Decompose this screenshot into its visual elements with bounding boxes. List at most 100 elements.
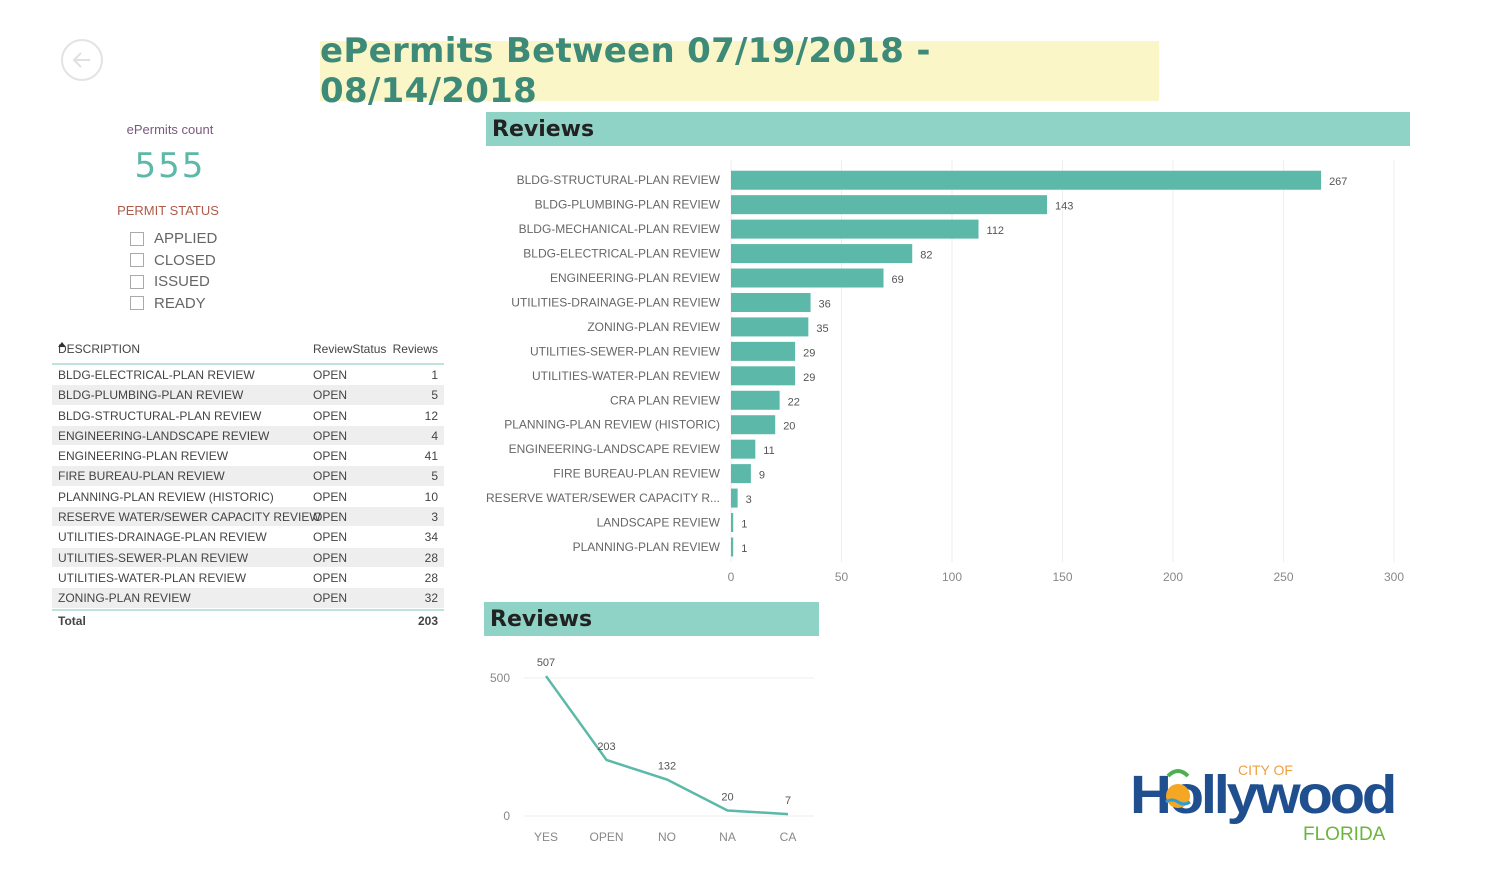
back-button[interactable] [61,39,103,81]
cell-status: OPEN [313,408,348,423]
table-row: UTILITIES-WATER-PLAN REVIEW OPEN 28 [52,568,444,589]
x-tick-label: 50 [835,570,849,584]
cell-description: ZONING-PLAN REVIEW [58,591,191,606]
table-total-row: Total 203 [52,608,444,631]
category-label: BLDG-ELECTRICAL-PLAN REVIEW [523,247,720,261]
slicer-option-closed[interactable]: CLOSED [130,250,217,272]
data-label: 1 [741,543,747,555]
permit-status-title: PERMIT STATUS [117,203,219,218]
bar [731,317,809,337]
kpi-label: ePermits count [126,122,214,137]
sort-ascending-icon [58,342,66,347]
cell-reviews: 4 [431,428,438,443]
table-row: PLANNING-PLAN REVIEW (HISTORIC) OPEN 10 [52,487,444,508]
column-header-review-status[interactable]: ReviewStatus [313,342,387,356]
cell-status: OPEN [313,570,348,585]
slicer-option-issued[interactable]: ISSUED [130,271,217,293]
permit-status-slicer: APPLIED CLOSED ISSUED READY [130,228,217,314]
arrow-left-icon [72,52,90,68]
category-label: BLDG-STRUCTURAL-PLAN REVIEW [517,173,721,187]
data-label: 11 [763,445,774,457]
y-tick-label: 0 [503,809,510,823]
reviews-bar-chart: 0 50 100 150 200 250 300 BLDG-STRUCTURAL-PLAN R… [486,160,1404,584]
bar [731,488,738,508]
data-label: 69 [891,274,903,286]
city-of-hollywood-logo: CITY OF Hollywood FLORIDA [1130,762,1397,845]
cell-reviews: 32 [424,591,438,606]
x-tick-label: CA [780,830,797,844]
cell-reviews: 12 [424,408,438,423]
bar [731,415,776,435]
reviews-line-chart: 0 500 YES 507 OPEN 203 NO 132 NA 20 CA 7 [490,657,814,844]
cell-status: OPEN [313,368,348,382]
x-tick-label: OPEN [589,830,623,844]
bar [731,366,796,386]
slicer-option-label: CLOSED [154,251,216,269]
category-label: RESERVE WATER/SEWER CAPACITY R... [486,491,720,505]
cell-description: UTILITIES-WATER-PLAN REVIEW [58,570,247,585]
column-header-reviews[interactable]: Reviews [392,342,438,356]
bar [731,341,796,361]
slicer-option-ready[interactable]: READY [130,293,217,315]
table-row: ENGINEERING-LANDSCAPE REVIEW OPEN 4 [52,425,444,447]
table-row: BLDG-PLUMBING-PLAN REVIEW OPEN 5 [52,385,444,406]
bar [731,219,979,239]
cell-reviews: 28 [424,570,438,585]
checkbox[interactable] [130,231,144,246]
table-row: BLDG-STRUCTURAL-PLAN REVIEW OPEN 12 [52,406,444,426]
checkbox[interactable] [130,296,144,311]
logo-leaf-icon [1166,769,1190,778]
checkbox[interactable] [130,274,144,289]
data-label: 22 [788,396,800,408]
table-row: ENGINEERING-PLAN REVIEW OPEN 41 [52,446,444,467]
column-header-description[interactable]: DESCRIPTION [58,342,141,356]
cell-description: UTILITIES-SEWER-PLAN REVIEW [58,550,249,565]
cell-status: OPEN [313,591,348,606]
cell-reviews: 10 [424,489,438,504]
cell-status: OPEN [313,469,348,484]
total-label: Total [58,613,86,628]
slicer-option-label: ISSUED [154,273,210,291]
x-tick-label: NA [719,830,736,844]
cell-status: OPEN [313,449,348,464]
data-label: 35 [816,323,828,335]
category-label: UTILITIES-SEWER-PLAN REVIEW [530,344,721,358]
category-label: PLANNING-PLAN REVIEW (HISTORIC) [504,418,720,432]
data-label: 132 [658,761,676,773]
bar-chart-header: Reviews [486,112,1410,146]
line-chart-title: Reviews [490,606,593,632]
category-label: LANDSCAPE REVIEW [597,516,721,530]
category-label: FIRE BUREAU-PLAN REVIEW [553,467,720,481]
data-label: 112 [987,225,1005,237]
y-tick-label: 500 [490,671,510,685]
data-label: 1 [741,519,747,531]
category-label: BLDG-PLUMBING-PLAN REVIEW [535,198,721,212]
page-title-banner: ePermits Between 07/19/2018 - 08/14/2018 [320,31,1159,111]
logo-florida: FLORIDA [1303,824,1386,845]
cell-description: PLANNING-PLAN REVIEW (HISTORIC) [58,489,274,504]
cell-description: BLDG-PLUMBING-PLAN REVIEW [58,388,244,403]
kpi-value: 555 [134,146,206,186]
slicer-option-applied[interactable]: APPLIED [130,228,217,250]
x-tick-label: 150 [1052,570,1072,584]
data-label: 3 [746,494,752,506]
logo-wave-icon [1165,798,1191,806]
bar-chart-title: Reviews [492,116,595,142]
category-label: UTILITIES-WATER-PLAN REVIEW [532,369,721,383]
logo-city-of: CITY OF [1238,762,1293,778]
table-row: UTILITIES-DRAINAGE-PLAN REVIEW OPEN 34 [52,527,444,548]
bar [731,292,811,312]
x-tick-label: 300 [1384,570,1404,584]
category-label: ENGINEERING-PLAN REVIEW [550,271,721,285]
slicer-option-label: READY [154,294,206,312]
x-tick-label: 100 [942,570,962,584]
category-label: CRA PLAN REVIEW [610,393,721,407]
data-label: 29 [803,372,815,384]
checkbox[interactable] [130,253,144,268]
bar [731,439,756,459]
bar [731,170,1322,190]
category-label: ZONING-PLAN REVIEW [587,320,720,334]
cell-description: RESERVE WATER/SEWER CAPACITY REVIEW [58,510,321,525]
table-row: BLDG-ELECTRICAL-PLAN REVIEW OPEN 1 [52,365,444,386]
table-body: BLDG-ELECTRICAL-PLAN REVIEW OPEN 1 BLDG-PL… [52,365,444,609]
